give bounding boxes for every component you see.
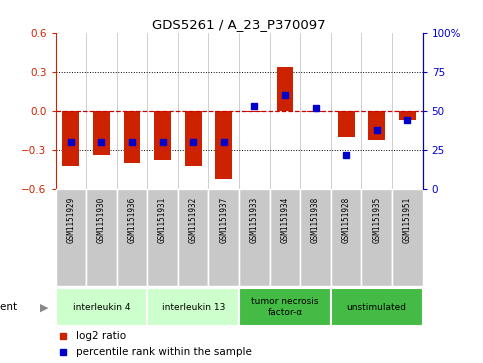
Text: GSM1151932: GSM1151932 bbox=[189, 197, 198, 243]
Text: unstimulated: unstimulated bbox=[347, 303, 407, 312]
Text: interleukin 13: interleukin 13 bbox=[161, 303, 225, 312]
Text: log2 ratio: log2 ratio bbox=[76, 331, 126, 341]
Bar bbox=[239, 289, 331, 326]
Text: GSM1151933: GSM1151933 bbox=[250, 197, 259, 243]
Title: GDS5261 / A_23_P370097: GDS5261 / A_23_P370097 bbox=[152, 19, 326, 32]
Bar bbox=[300, 189, 331, 286]
Text: GSM1151934: GSM1151934 bbox=[281, 197, 289, 243]
Text: GSM1151951: GSM1151951 bbox=[403, 197, 412, 243]
Bar bbox=[246, 111, 263, 112]
Text: GSM1151936: GSM1151936 bbox=[128, 197, 137, 243]
Bar bbox=[147, 289, 239, 326]
Bar bbox=[93, 111, 110, 155]
Bar bbox=[399, 111, 416, 120]
Bar bbox=[124, 111, 141, 163]
Bar bbox=[307, 111, 324, 112]
Text: GSM1151928: GSM1151928 bbox=[341, 197, 351, 243]
Bar bbox=[277, 66, 293, 111]
Text: GSM1151929: GSM1151929 bbox=[66, 197, 75, 243]
Bar bbox=[185, 111, 201, 166]
Bar bbox=[117, 189, 147, 286]
Bar bbox=[56, 189, 86, 286]
Bar bbox=[270, 189, 300, 286]
Bar bbox=[86, 189, 117, 286]
Bar bbox=[215, 111, 232, 179]
Text: GSM1151930: GSM1151930 bbox=[97, 197, 106, 243]
Bar bbox=[62, 111, 79, 166]
Bar bbox=[331, 289, 423, 326]
Bar bbox=[209, 189, 239, 286]
Bar bbox=[369, 111, 385, 139]
Bar bbox=[154, 111, 171, 160]
Bar bbox=[338, 111, 355, 137]
Bar bbox=[147, 189, 178, 286]
Text: tumor necrosis
factor-α: tumor necrosis factor-α bbox=[251, 297, 319, 317]
Text: GSM1151938: GSM1151938 bbox=[311, 197, 320, 243]
Text: GSM1151935: GSM1151935 bbox=[372, 197, 381, 243]
Bar bbox=[331, 189, 361, 286]
Text: GSM1151931: GSM1151931 bbox=[158, 197, 167, 243]
Bar bbox=[239, 189, 270, 286]
Text: interleukin 4: interleukin 4 bbox=[72, 303, 130, 312]
Bar bbox=[361, 189, 392, 286]
Text: percentile rank within the sample: percentile rank within the sample bbox=[76, 347, 252, 356]
Text: ▶: ▶ bbox=[40, 302, 49, 312]
Text: GSM1151937: GSM1151937 bbox=[219, 197, 228, 243]
Bar bbox=[178, 189, 209, 286]
Bar bbox=[56, 289, 147, 326]
Bar bbox=[392, 189, 423, 286]
Text: agent: agent bbox=[0, 302, 17, 312]
